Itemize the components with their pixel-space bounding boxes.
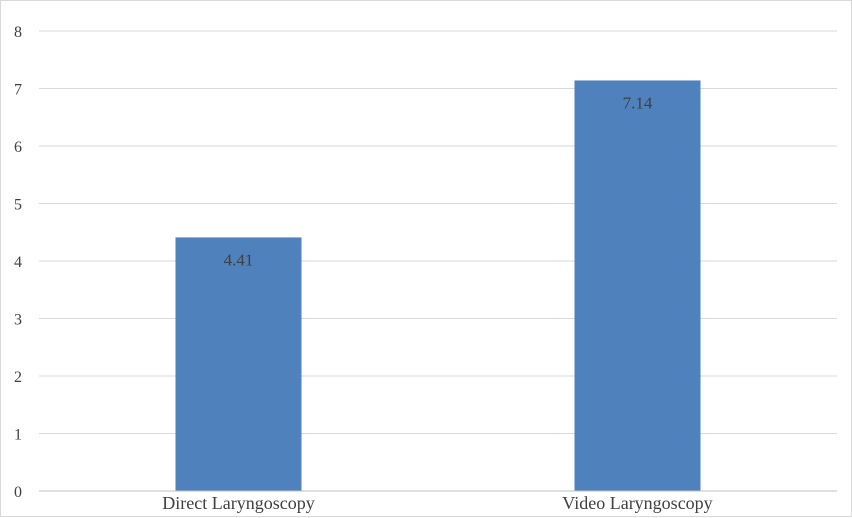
y-axis-tick-labels: 0 1 2 3 4 5 6 7 8 bbox=[14, 24, 22, 501]
y-tick-label: 5 bbox=[14, 197, 22, 214]
data-label: 4.41 bbox=[224, 250, 254, 269]
gridlines bbox=[39, 30, 837, 434]
x-category-label: Direct Laryngoscopy bbox=[162, 493, 314, 513]
data-label: 7.14 bbox=[623, 93, 653, 112]
bar-2 bbox=[574, 80, 701, 491]
y-tick-label: 0 bbox=[14, 484, 22, 501]
y-tick-label: 1 bbox=[14, 427, 22, 444]
bars bbox=[175, 80, 701, 491]
bar-1 bbox=[175, 237, 302, 491]
y-tick-label: 4 bbox=[14, 254, 22, 271]
x-category-label: Video Laryngoscopy bbox=[562, 493, 712, 513]
y-tick-label: 8 bbox=[14, 24, 22, 41]
y-tick-label: 6 bbox=[14, 139, 22, 156]
y-tick-label: 3 bbox=[14, 312, 22, 329]
y-tick-label: 7 bbox=[14, 82, 22, 99]
y-tick-label: 2 bbox=[14, 369, 22, 386]
x-axis-category-labels: Direct Laryngoscopy Video Laryngoscopy bbox=[162, 493, 712, 513]
data-labels: 4.41 7.14 bbox=[224, 93, 653, 269]
